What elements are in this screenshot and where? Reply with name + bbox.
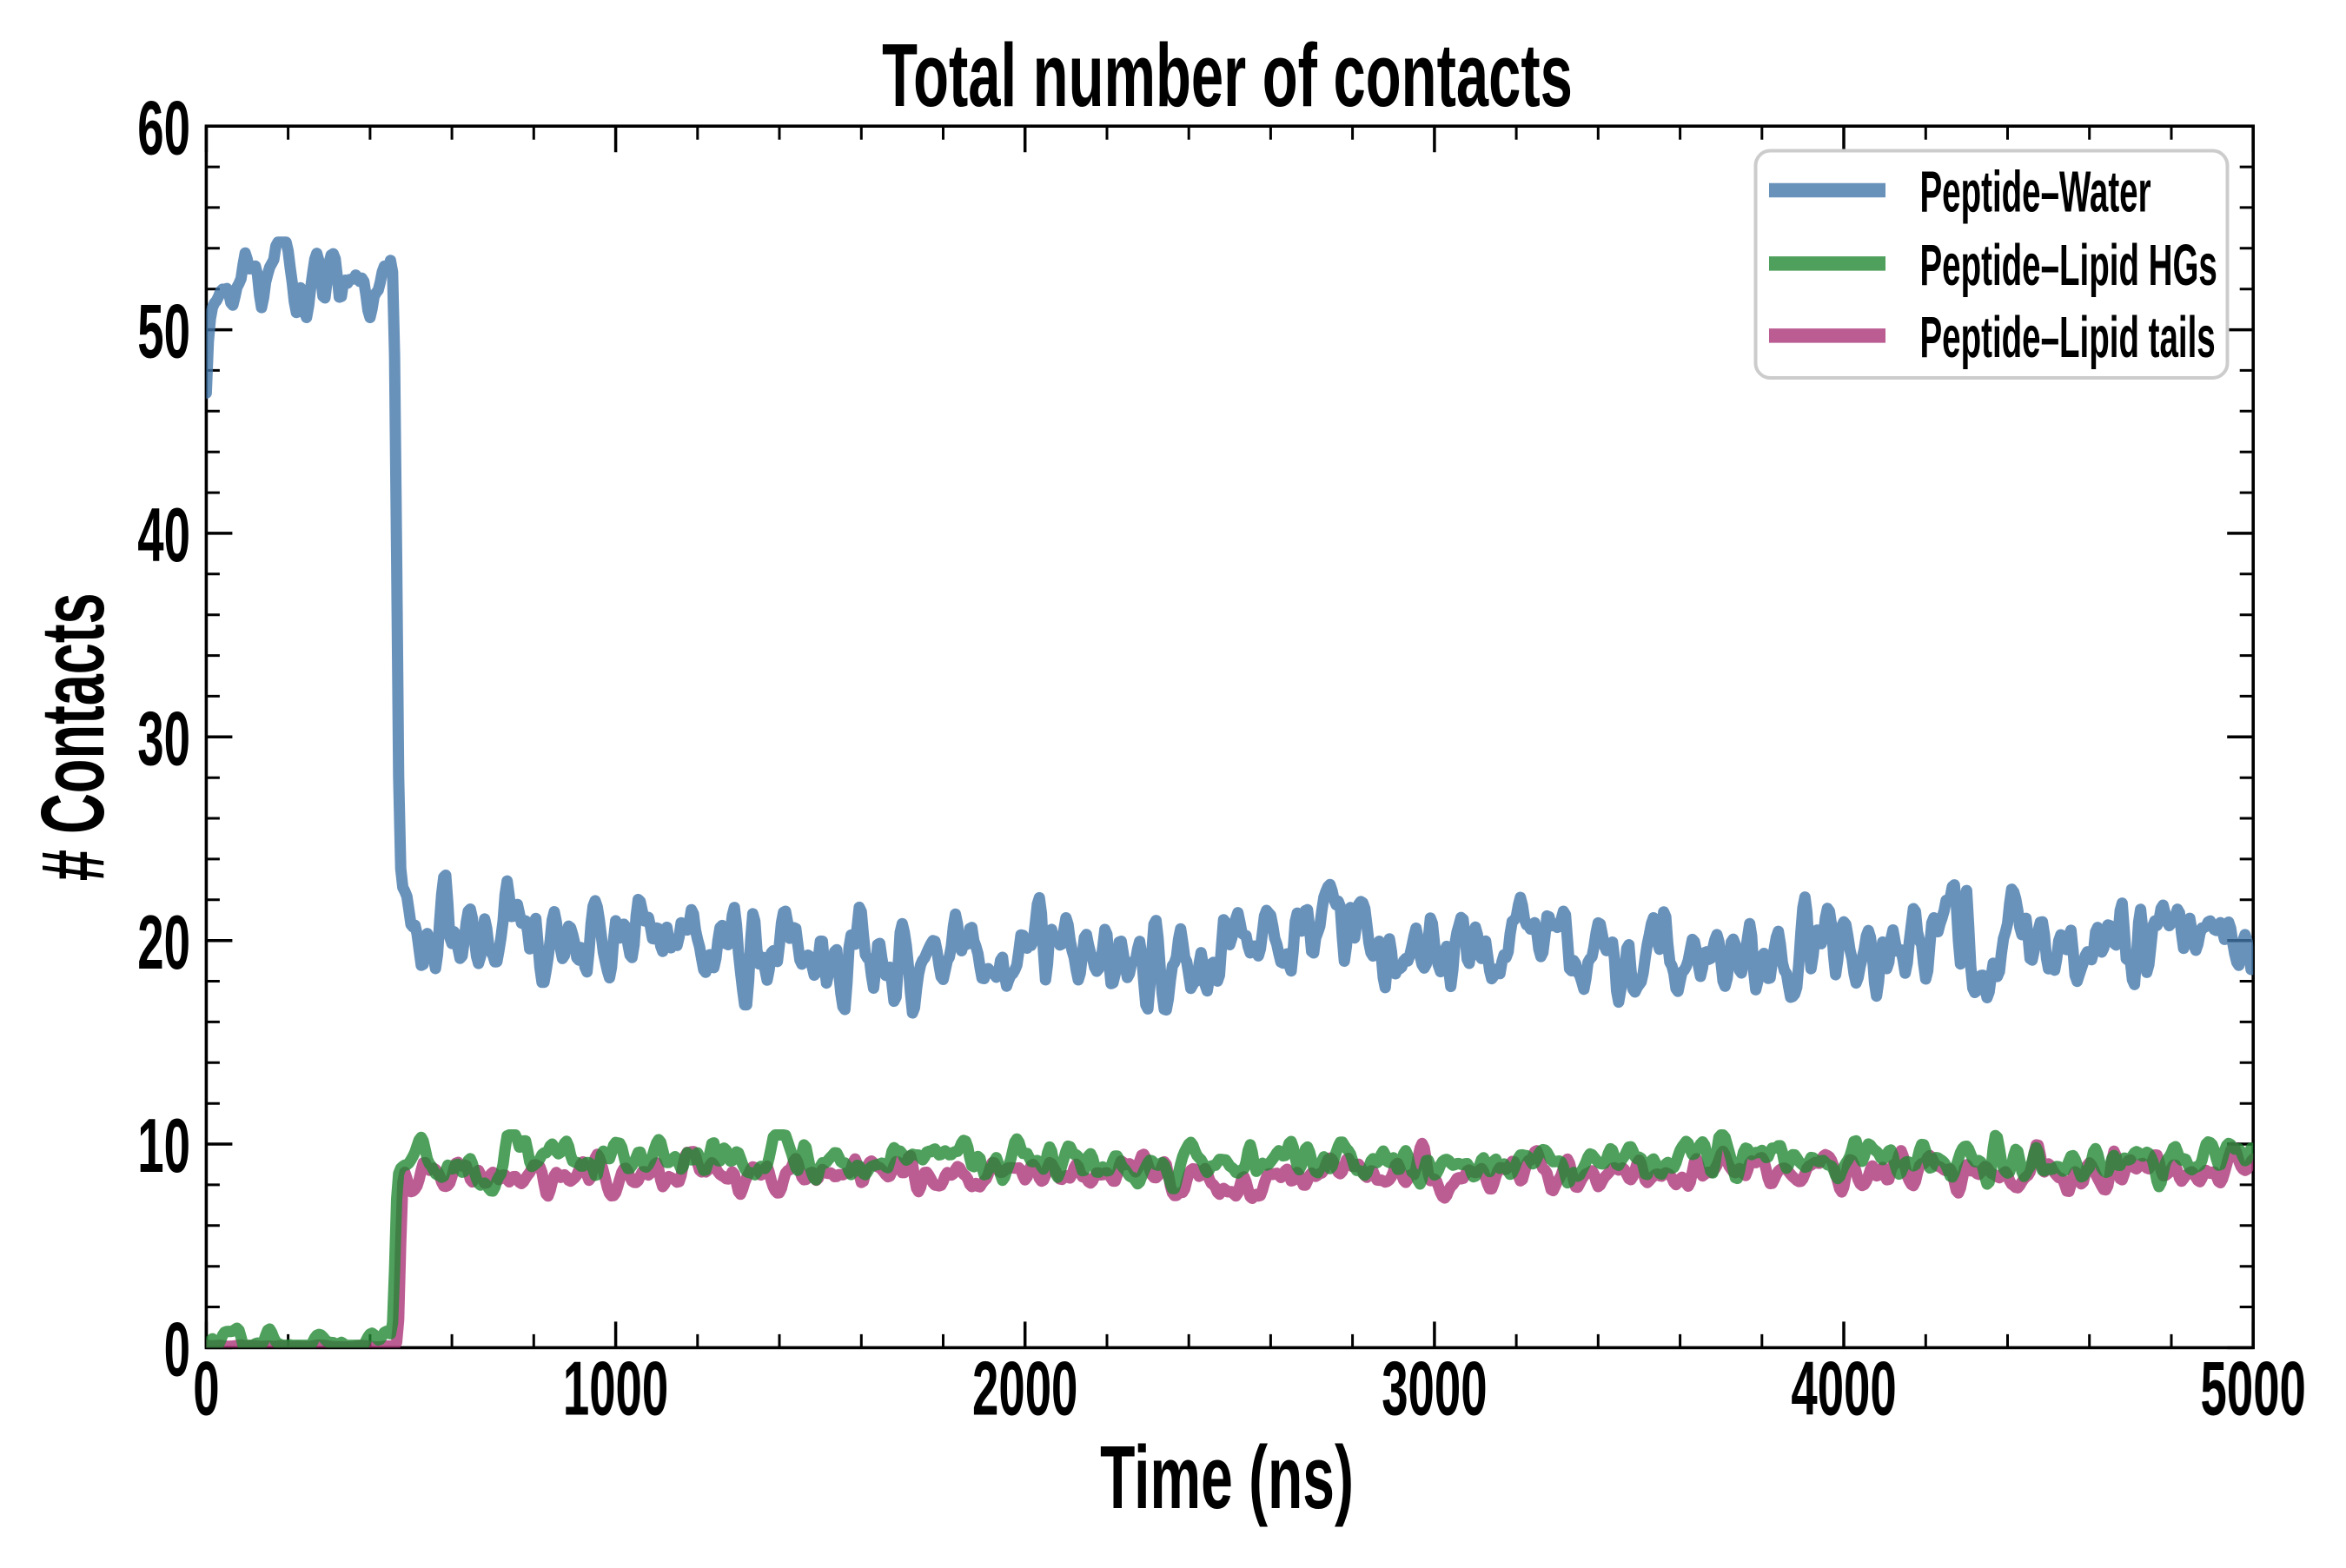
svg-text:Time (ns): Time (ns) [1100, 1428, 1354, 1527]
svg-text:Total number of contacts: Total number of contacts [882, 26, 1573, 126]
svg-text:5000: 5000 [2201, 1346, 2306, 1432]
svg-text:# Contacts: # Contacts [23, 592, 123, 881]
svg-text:Peptide–Lipid HGs: Peptide–Lipid HGs [1920, 233, 2217, 298]
svg-text:20: 20 [137, 899, 190, 985]
svg-text:3000: 3000 [1382, 1346, 1487, 1432]
svg-text:1000: 1000 [563, 1346, 668, 1432]
svg-text:60: 60 [137, 85, 190, 171]
svg-text:40: 40 [137, 493, 190, 579]
svg-text:0: 0 [164, 1307, 190, 1393]
svg-text:Peptide–Water: Peptide–Water [1920, 159, 2151, 224]
svg-text:2000: 2000 [972, 1346, 1077, 1432]
svg-text:Peptide–Lipid tails: Peptide–Lipid tails [1920, 305, 2216, 370]
svg-text:30: 30 [137, 696, 190, 782]
svg-text:10: 10 [137, 1103, 190, 1189]
svg-text:4000: 4000 [1791, 1346, 1896, 1432]
svg-text:50: 50 [137, 288, 190, 374]
svg-text:0: 0 [193, 1346, 219, 1432]
